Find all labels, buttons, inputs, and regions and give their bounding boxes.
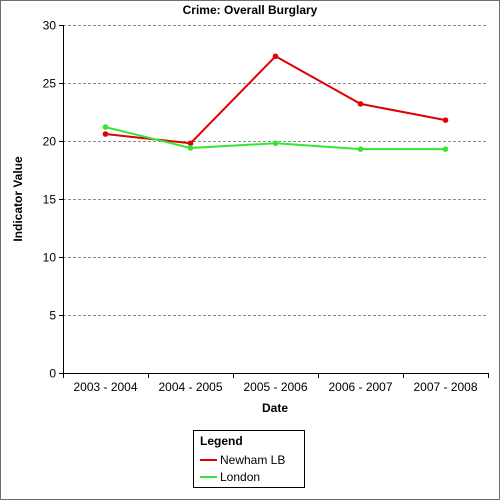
axes — [59, 25, 489, 378]
data-point-london — [272, 140, 279, 147]
legend-label-london: London — [220, 470, 261, 484]
data-point-newham — [187, 140, 194, 147]
x-tick-label: 2007 - 2008 — [413, 380, 477, 394]
x-tick-label: 2003 - 2004 — [73, 380, 137, 394]
data-point-newham — [357, 101, 364, 107]
x-tick-label: 2005 - 2006 — [243, 380, 307, 394]
data-point-london — [187, 145, 194, 151]
x-tick-label: 2004 - 2005 — [158, 380, 222, 394]
y-tick-label: 30 — [43, 19, 57, 33]
data-point-newham — [442, 117, 449, 123]
x-axis-label: Date — [262, 401, 288, 415]
series-line-newham — [105, 55, 446, 145]
legend: Legend Newham LB London — [193, 430, 305, 488]
y-tick-label: 25 — [43, 77, 57, 91]
legend-item-newham: Newham LB — [200, 453, 285, 467]
y-tick-label: 5 — [49, 309, 56, 323]
series-lines — [102, 53, 449, 152]
data-point-london — [442, 146, 449, 152]
gridlines — [63, 25, 488, 316]
data-point-newham — [272, 53, 279, 60]
legend-swatch-london — [200, 476, 217, 478]
y-tick-label: 15 — [43, 193, 57, 207]
legend-item-london: London — [200, 470, 260, 484]
data-point-london — [102, 124, 109, 130]
data-point-newham — [102, 131, 109, 137]
y-tick-label: 20 — [43, 135, 57, 149]
y-tick-label: 10 — [43, 251, 57, 265]
legend-swatch-newham — [200, 459, 217, 461]
chart-title: Crime: Overall Burglary — [183, 3, 318, 17]
data-point-london — [357, 146, 364, 152]
x-tick-label: 2006 - 2007 — [328, 380, 392, 394]
y-axis-label: Indicator Value — [11, 156, 25, 242]
tick-labels: 0 5 10 15 20 25 30 2003 - 2004 2004 - 2005 2005 -… — [43, 19, 478, 395]
y-tick-label: 0 — [49, 367, 56, 381]
legend-label-newham: Newham LB — [220, 453, 286, 467]
legend-title: Legend — [200, 434, 243, 448]
